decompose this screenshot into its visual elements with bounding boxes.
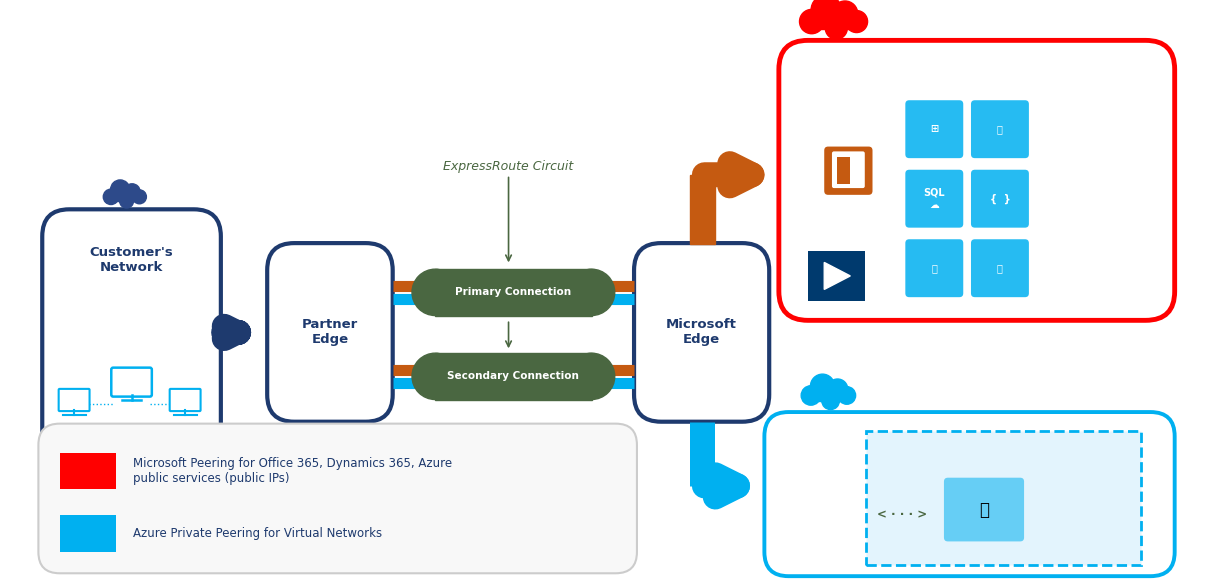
Ellipse shape (569, 353, 615, 400)
Circle shape (825, 17, 847, 39)
Bar (866, 431, 1141, 565)
FancyBboxPatch shape (944, 478, 1024, 541)
Circle shape (832, 1, 858, 27)
Bar (802, 17, 859, 29)
FancyBboxPatch shape (112, 368, 152, 397)
Text: SQL
☁: SQL ☁ (923, 188, 945, 210)
FancyBboxPatch shape (39, 424, 637, 573)
Bar (435, 269, 592, 315)
Text: Primary Connection: Primary Connection (456, 288, 571, 297)
Text: 🖥: 🖥 (932, 263, 937, 273)
Circle shape (799, 9, 824, 34)
Text: < · · · >: < · · · > (877, 508, 927, 521)
Bar (60, 515, 115, 552)
Text: Microsoft
Edge: Microsoft Edge (666, 318, 738, 346)
Bar (690, 175, 714, 244)
Circle shape (124, 184, 140, 200)
FancyBboxPatch shape (170, 389, 200, 411)
Circle shape (132, 190, 146, 204)
FancyBboxPatch shape (779, 40, 1175, 320)
FancyBboxPatch shape (971, 170, 1029, 228)
Text: 📘: 📘 (998, 263, 1002, 273)
Ellipse shape (412, 353, 458, 400)
FancyBboxPatch shape (905, 170, 963, 228)
FancyBboxPatch shape (905, 239, 963, 297)
FancyBboxPatch shape (43, 209, 221, 456)
FancyBboxPatch shape (808, 251, 865, 301)
Bar (60, 453, 115, 489)
FancyBboxPatch shape (905, 101, 963, 158)
Circle shape (821, 392, 840, 410)
FancyBboxPatch shape (634, 243, 769, 422)
Circle shape (812, 0, 841, 25)
Bar (803, 392, 849, 401)
FancyBboxPatch shape (832, 152, 865, 188)
Circle shape (827, 379, 848, 399)
FancyBboxPatch shape (58, 389, 90, 411)
Text: ExpressRoute Circuit: ExpressRoute Circuit (443, 160, 573, 173)
Circle shape (103, 189, 119, 205)
Text: 🐘: 🐘 (998, 124, 1002, 134)
FancyBboxPatch shape (824, 146, 872, 195)
Text: Partner
Edge: Partner Edge (301, 318, 358, 346)
Polygon shape (824, 263, 850, 289)
Bar (104, 194, 141, 202)
FancyBboxPatch shape (764, 412, 1175, 576)
Circle shape (810, 374, 835, 398)
FancyBboxPatch shape (971, 239, 1029, 297)
FancyBboxPatch shape (971, 101, 1029, 158)
Text: {  }: { } (989, 193, 1011, 204)
Circle shape (801, 386, 820, 405)
Text: Microsoft Peering for Office 365, Dynamics 365, Azure
public services (public IP: Microsoft Peering for Office 365, Dynami… (132, 457, 452, 485)
Text: 🖥: 🖥 (979, 501, 989, 519)
Bar (435, 353, 592, 400)
Ellipse shape (412, 269, 458, 315)
FancyBboxPatch shape (267, 243, 392, 422)
Text: Secondary Connection: Secondary Connection (447, 371, 580, 381)
FancyBboxPatch shape (837, 157, 850, 184)
Text: ⊞: ⊞ (931, 124, 938, 134)
Circle shape (119, 194, 134, 208)
Circle shape (846, 10, 868, 33)
Text: Customer's
Network: Customer's Network (90, 246, 174, 274)
FancyArrowPatch shape (224, 327, 238, 339)
Ellipse shape (569, 269, 615, 315)
Circle shape (838, 386, 855, 404)
Circle shape (111, 180, 130, 199)
Text: Azure Private Peering for Virtual Networks: Azure Private Peering for Virtual Networ… (132, 527, 383, 540)
